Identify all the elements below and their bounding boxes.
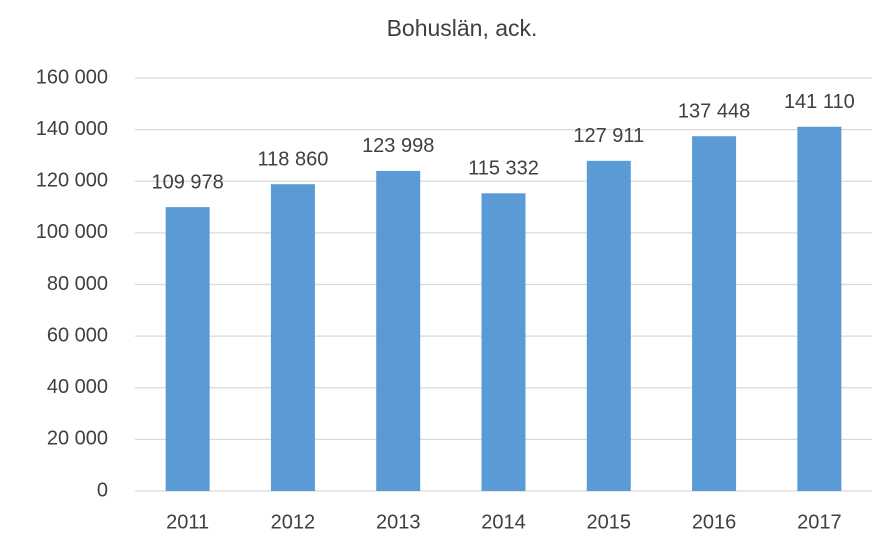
bar bbox=[692, 136, 737, 492]
bar bbox=[165, 207, 210, 491]
y-tick-label: 20 000 bbox=[47, 428, 108, 450]
x-tick-label: 2015 bbox=[587, 511, 632, 533]
y-tick-label: 80 000 bbox=[47, 273, 108, 295]
x-tick-label: 2012 bbox=[271, 511, 316, 533]
y-tick-label: 40 000 bbox=[47, 376, 108, 398]
data-label: 127 911 bbox=[573, 125, 644, 147]
data-label: 141 110 bbox=[784, 91, 855, 113]
y-tick-label: 160 000 bbox=[36, 66, 108, 88]
y-tick-label: 120 000 bbox=[36, 170, 108, 192]
data-label: 123 998 bbox=[362, 135, 434, 157]
data-label: 118 860 bbox=[258, 148, 329, 170]
data-label: 109 978 bbox=[151, 171, 223, 193]
chart-title: Bohuslän, ack. bbox=[387, 15, 538, 41]
data-label: 115 332 bbox=[468, 158, 539, 180]
bar bbox=[376, 170, 421, 491]
x-tick-label: 2017 bbox=[797, 511, 842, 533]
bar bbox=[270, 184, 315, 491]
bar bbox=[481, 193, 526, 492]
y-tick-label: 60 000 bbox=[47, 324, 108, 346]
x-tick-label: 2013 bbox=[376, 511, 421, 533]
x-tick-label: 2014 bbox=[481, 511, 526, 533]
x-tick-label: 2016 bbox=[692, 511, 737, 533]
y-tick-label: 0 bbox=[97, 479, 108, 501]
x-tick-label: 2011 bbox=[166, 511, 209, 533]
bar bbox=[586, 160, 631, 492]
y-tick-label: 140 000 bbox=[36, 118, 108, 140]
bar bbox=[797, 126, 842, 491]
data-label: 137 448 bbox=[678, 100, 750, 122]
y-tick-label: 100 000 bbox=[36, 221, 108, 243]
